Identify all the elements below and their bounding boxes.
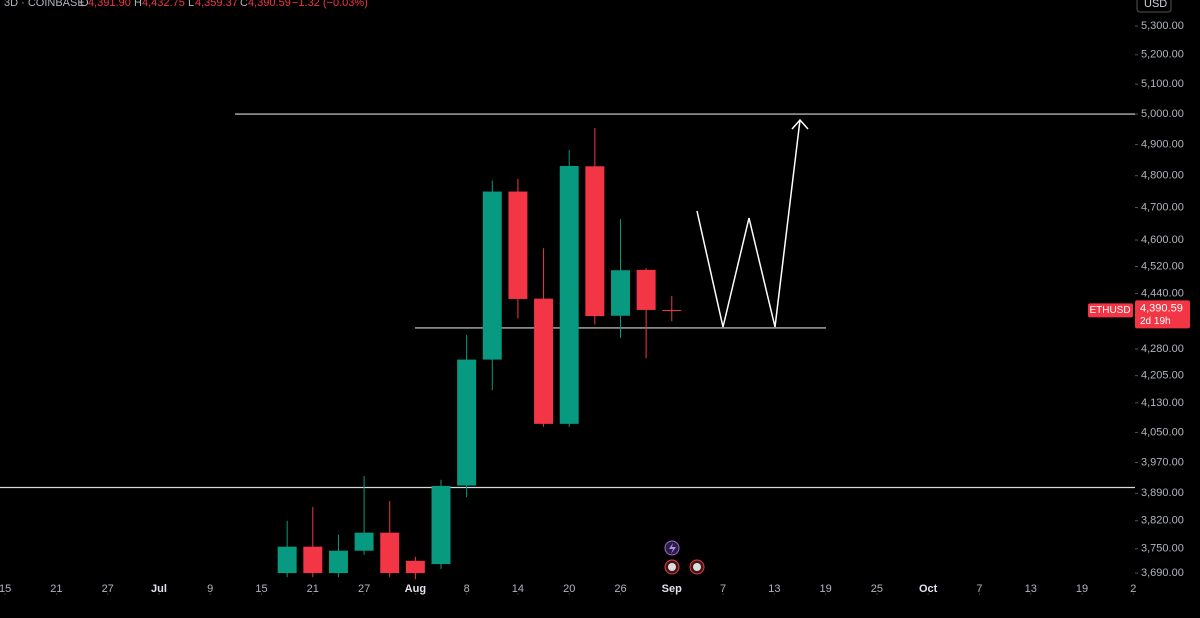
- flag-icon-inner: [668, 563, 676, 571]
- candle: [328, 534, 348, 578]
- candle: [611, 219, 630, 339]
- countdown: 2d 19h: [1140, 316, 1171, 327]
- y-tick-label: 5,000.00: [1141, 108, 1184, 120]
- x-tick-label: Sep: [662, 583, 682, 595]
- candle-body: [662, 309, 682, 311]
- y-tick-label: 4,900.00: [1141, 138, 1184, 150]
- candle: [534, 248, 554, 427]
- candle-body: [508, 191, 528, 299]
- x-tick-label: 19: [1076, 583, 1088, 595]
- w-pattern-drawing: [696, 119, 801, 328]
- candle-body: [431, 485, 451, 565]
- o-value: 4,391.90: [88, 0, 131, 9]
- candle-body: [405, 560, 425, 574]
- candle-body: [303, 546, 323, 574]
- candle: [585, 128, 605, 325]
- candle: [457, 334, 477, 498]
- x-tick-label: Oct: [919, 583, 938, 595]
- y-tick-label: 4,600.00: [1141, 234, 1184, 246]
- candle-body: [328, 550, 348, 574]
- x-tick-label: 13: [1025, 583, 1037, 595]
- o-label: O: [80, 0, 89, 9]
- x-tick-label: 20: [563, 583, 575, 595]
- candle: [662, 295, 682, 322]
- currency-box: [1136, 0, 1172, 13]
- candle: [508, 178, 528, 319]
- candle: [277, 520, 297, 578]
- candle-body: [636, 269, 656, 310]
- price-box: [1135, 300, 1190, 329]
- x-tick-label: Jul: [151, 583, 167, 595]
- c-label: C: [240, 0, 248, 9]
- flag-icon-inner: [693, 563, 701, 571]
- y-tick-label: 4,130.00: [1141, 397, 1184, 409]
- y-tick-label: 4,440.00: [1141, 287, 1184, 299]
- candle: [482, 180, 502, 391]
- y-tick-label: 4,205.00: [1141, 370, 1184, 382]
- candle: [431, 479, 451, 569]
- x-tick-label: 26: [614, 583, 626, 595]
- candle-body: [611, 270, 630, 316]
- y-tick-label: 5,300.00: [1141, 20, 1184, 32]
- lightning-icon: [669, 543, 676, 554]
- x-tick-label: 27: [358, 583, 370, 595]
- x-tick-label: Aug: [405, 583, 426, 595]
- candle: [303, 506, 323, 578]
- y-tick-label: 5,100.00: [1141, 78, 1184, 90]
- y-tick-label: 3,890.00: [1141, 487, 1184, 499]
- last-price-label: 4,390.59: [1140, 302, 1183, 314]
- x-tick-label: 25: [871, 583, 883, 595]
- x-tick-label: 15: [255, 583, 267, 595]
- l-label: L: [188, 0, 194, 9]
- h-label: H: [134, 0, 142, 9]
- y-tick-label: 4,700.00: [1141, 201, 1184, 213]
- candle: [380, 501, 400, 578]
- y-tick-label: 4,280.00: [1141, 343, 1184, 355]
- candle: [559, 150, 579, 427]
- candle-body: [277, 546, 297, 574]
- x-tick-label: 21: [50, 583, 62, 595]
- candle: [354, 475, 374, 555]
- candle-body: [559, 165, 579, 424]
- candle-body: [457, 359, 477, 486]
- y-tick-label: 4,050.00: [1141, 426, 1184, 438]
- x-tick-label: 15: [0, 583, 11, 595]
- candle-body: [482, 191, 502, 360]
- x-tick-label: 21: [307, 583, 319, 595]
- x-tick-label: 2: [1130, 583, 1136, 595]
- candle: [636, 268, 656, 359]
- y-tick-label: 4,520.00: [1141, 260, 1184, 272]
- candle-body: [354, 532, 374, 551]
- symbol-label: ETHUSD: [1089, 305, 1130, 316]
- x-tick-label: 14: [512, 583, 524, 595]
- interval: 3D · COINBASE: [4, 0, 85, 9]
- header: 3D · COINBASE O 4,391.90 H 4,432.75 L 4,…: [4, 0, 368, 9]
- candle-body: [585, 166, 605, 317]
- x-tick-label: 13: [768, 583, 780, 595]
- y-tick-label: 4,800.00: [1141, 170, 1184, 182]
- symbol-box: [1088, 303, 1133, 318]
- candle-body: [534, 298, 554, 424]
- change: −1.32 (−0.03%): [292, 0, 368, 9]
- y-tick-label: 3,970.00: [1141, 456, 1184, 468]
- y-tick-label: 5,200.00: [1141, 49, 1184, 61]
- y-tick-label: 3,750.00: [1141, 543, 1184, 555]
- h-value: 4,432.75: [142, 0, 185, 9]
- l-value: 4,359.37: [195, 0, 238, 9]
- x-tick-label: 27: [102, 583, 114, 595]
- candle: [405, 556, 425, 580]
- arrow-head: [791, 118, 809, 130]
- y-tick-label: 3,820.00: [1141, 515, 1184, 527]
- x-tick-label: 8: [464, 583, 470, 595]
- y-tick-label: 3,690.00: [1141, 567, 1184, 579]
- x-tick-label: 9: [207, 583, 213, 595]
- x-tick-label: 19: [819, 583, 831, 595]
- currency: USD: [1144, 0, 1167, 10]
- candle-body: [380, 532, 400, 574]
- x-tick-label: 7: [720, 583, 726, 595]
- x-tick-label: 7: [976, 583, 982, 595]
- c-value: 4,390.59: [248, 0, 291, 9]
